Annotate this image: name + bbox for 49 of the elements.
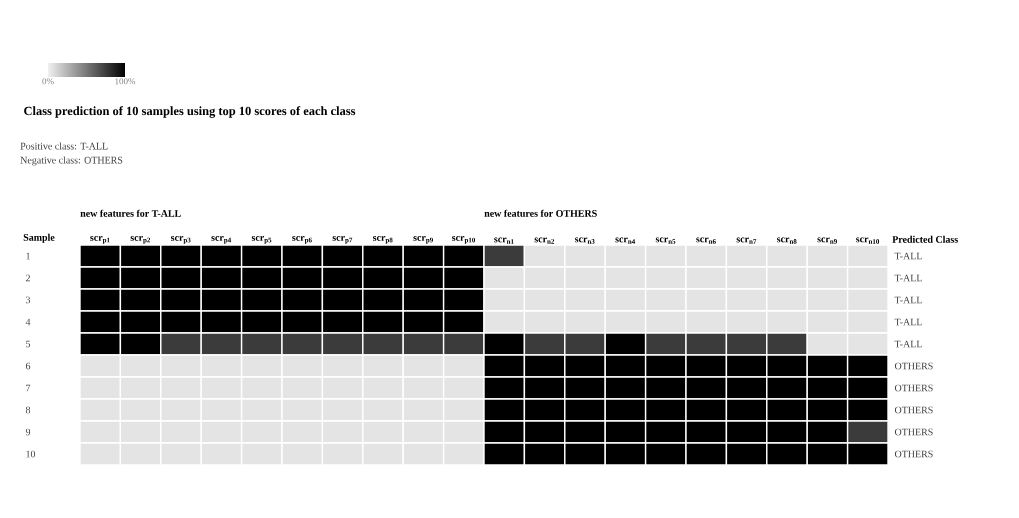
x-tick-label: scr$_{p4}$ [211,236,232,244]
x-tick-label: scr$_{n6}$ [696,237,716,244]
text: Negative class: OTHERS [20,156,123,166]
y2-tick-label: OTHERS [894,406,933,414]
x-tick-label: scr$_{n9}$ [817,237,837,244]
y-tick-label: 5 [26,340,31,348]
y-tick-label: 4 [25,318,31,326]
x-tick-label: scr$_{p5}$ [251,236,272,244]
x-tick-label: scr$_{p8}$ [373,236,393,244]
y-axis-title: Sample [23,233,55,243]
y-tick-label: 6 [25,362,31,370]
y-tick-label: 2 [25,274,30,282]
y-tick-label: 1 [26,252,30,260]
y-tick-label: 7 [26,384,31,392]
x-tick-label: scr$_{p10}$ [452,236,476,244]
x-tick-label: scr$_{p6}$ [292,236,312,244]
color-bar-label: 100% [115,78,136,85]
x-tick-label: scr$_{n2}$ [534,237,555,244]
y2-tick-label: OTHERS [894,384,933,392]
y2-axis-title: Predicted Class [892,235,958,243]
y2-tick-label: T-ALL [894,274,922,282]
text: Positive class: T-ALL [20,142,108,150]
x-tick-label: scr$_{n3}$ [575,237,595,244]
text: new features for T-ALL [80,209,181,217]
y2-tick-label: T-ALL [894,340,922,348]
x-tick-label: scr$_{n8}$ [777,237,797,244]
y2-tick-label: OTHERS [894,428,933,436]
x-tick-label: scr$_{p3}$ [171,236,191,244]
x-tick-label: scr$_{n4}$ [615,237,636,244]
x-tick-label: scr$_{n7}$ [736,237,757,244]
x-tick-label: scr$_{p9}$ [413,236,433,244]
text: new features for OTHERS [484,209,597,217]
x-tick-label: scr$_{n10}$ [856,237,880,244]
x-tick-label: scr$_{p1}$ [90,236,110,244]
x-tick-label: scr$_{n1}$ [494,237,514,244]
y-tick-label: 8 [25,406,31,414]
y2-tick-label: T-ALL [894,318,922,326]
x-tick-label: scr$_{p7}$ [332,236,353,244]
y-tick-label: 9 [25,428,31,436]
color-bar-label: 0% [42,78,54,85]
y2-tick-label: OTHERS [894,362,933,370]
y2-tick-label: T-ALL [894,252,922,260]
y2-tick-label: T-ALL [894,296,922,304]
y-tick-label: 3 [26,296,31,304]
y-tick-label: 10 [26,450,36,458]
x-tick-label: scr$_{n5}$ [655,237,676,244]
chart-title: Class prediction of 10 samples using top 10 scores of each class [24,106,356,118]
x-tick-label: scr$_{p2}$ [130,236,151,244]
y2-tick-label: OTHERS [894,450,933,458]
